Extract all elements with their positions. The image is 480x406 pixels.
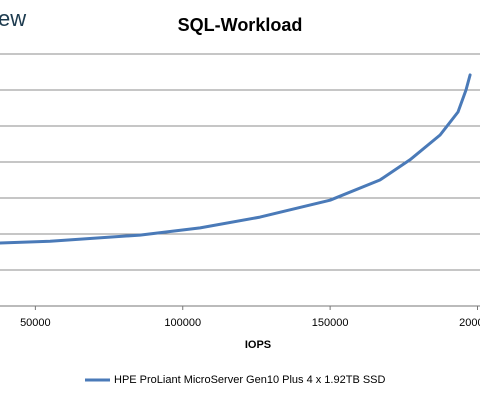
logo-text: ew	[0, 6, 26, 31]
legend-label: HPE ProLiant MicroServer Gen10 Plus 4 x …	[114, 374, 386, 386]
x-axis-label: IOPS	[245, 339, 271, 351]
chart-title: SQL-Workload	[178, 15, 303, 35]
data-line	[0, 73, 472, 245]
x-tick-label: 150000	[312, 317, 349, 329]
x-tick-label: 50000	[20, 317, 51, 329]
x-tick-label: 100000	[164, 317, 201, 329]
x-tick-label: 200000	[459, 317, 480, 329]
